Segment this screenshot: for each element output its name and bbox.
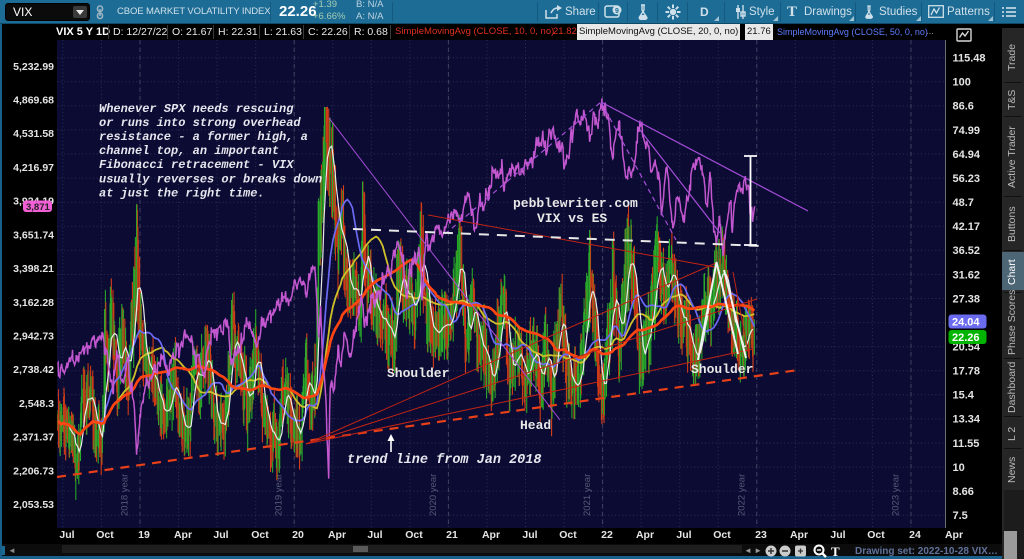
svg-text:2,942.73: 2,942.73 bbox=[13, 331, 54, 343]
svg-text:42.17: 42.17 bbox=[953, 221, 981, 233]
svg-text:2,548.3: 2,548.3 bbox=[19, 398, 54, 410]
svg-text:VIX vs ES: VIX vs ES bbox=[537, 211, 607, 226]
svg-text:2018 year: 2018 year bbox=[120, 474, 131, 516]
svg-text:74.99: 74.99 bbox=[953, 125, 981, 137]
svg-text:11.55: 11.55 bbox=[953, 438, 980, 450]
svg-text:64.94: 64.94 bbox=[953, 149, 981, 161]
svg-text:at just the right time.: at just the right time. bbox=[99, 187, 265, 201]
svg-text:24.04: 24.04 bbox=[952, 317, 980, 329]
svg-text:4,869.68: 4,869.68 bbox=[13, 95, 54, 107]
svg-text:8.66: 8.66 bbox=[953, 486, 974, 498]
svg-text:9: 9 bbox=[615, 8, 619, 15]
svg-text:3,398.21: 3,398.21 bbox=[13, 263, 54, 275]
svg-text:Head: Head bbox=[520, 418, 551, 433]
svg-text:resistance - a former high, a: resistance - a former high, a bbox=[99, 130, 308, 144]
svg-text:2,371.37: 2,371.37 bbox=[13, 432, 54, 444]
svg-text:2023 year: 2023 year bbox=[891, 474, 902, 516]
svg-text:Shoulder: Shoulder bbox=[387, 366, 449, 381]
svg-text:usually reverses or breaks dow: usually reverses or breaks down bbox=[99, 173, 322, 187]
svg-text:4,216.97: 4,216.97 bbox=[13, 162, 54, 174]
svg-text:channel top, an important: channel top, an important bbox=[99, 144, 279, 158]
svg-text:17.78: 17.78 bbox=[953, 366, 981, 378]
svg-text:15.4: 15.4 bbox=[953, 390, 975, 402]
svg-text:2019 year: 2019 year bbox=[274, 474, 285, 516]
svg-text:5,232.99: 5,232.99 bbox=[13, 61, 54, 73]
svg-text:3,651.74: 3,651.74 bbox=[13, 229, 54, 241]
svg-text:31.62: 31.62 bbox=[953, 269, 981, 281]
svg-text:48.7: 48.7 bbox=[953, 197, 974, 209]
svg-text:3,162.28: 3,162.28 bbox=[13, 297, 54, 309]
svg-text:2,053.53: 2,053.53 bbox=[13, 499, 54, 511]
svg-text:13.34: 13.34 bbox=[953, 414, 981, 426]
svg-text:trend line from Jan 2018: trend line from Jan 2018 bbox=[347, 453, 541, 468]
svg-text:56.23: 56.23 bbox=[953, 173, 981, 185]
svg-text:Fibonacci retracement - VIX: Fibonacci retracement - VIX bbox=[99, 158, 294, 172]
svg-text:115.48: 115.48 bbox=[953, 53, 986, 65]
svg-text:36.52: 36.52 bbox=[953, 245, 981, 257]
svg-text:2,738.42: 2,738.42 bbox=[13, 364, 54, 376]
svg-text:86.6: 86.6 bbox=[953, 101, 974, 113]
svg-text:20.54: 20.54 bbox=[953, 342, 981, 354]
svg-text:2022 year: 2022 year bbox=[736, 474, 747, 516]
svg-text:7.5: 7.5 bbox=[953, 510, 968, 522]
svg-text:2020 year: 2020 year bbox=[428, 474, 439, 516]
svg-text:2,206.73: 2,206.73 bbox=[13, 465, 54, 477]
svg-text:3,871: 3,871 bbox=[26, 202, 50, 213]
svg-text:100: 100 bbox=[953, 77, 971, 89]
svg-text:pebblewriter.com: pebblewriter.com bbox=[513, 196, 638, 211]
svg-text:27.38: 27.38 bbox=[953, 293, 981, 305]
svg-text:Shoulder: Shoulder bbox=[691, 362, 753, 377]
svg-text:4,531.58: 4,531.58 bbox=[13, 128, 54, 140]
svg-text:or runs into strong overhead: or runs into strong overhead bbox=[99, 116, 301, 130]
svg-text:2021 year: 2021 year bbox=[582, 474, 593, 516]
svg-text:Whenever SPX needs rescuing: Whenever SPX needs rescuing bbox=[99, 102, 294, 116]
svg-text:22.26: 22.26 bbox=[952, 332, 980, 344]
svg-text:10: 10 bbox=[953, 462, 965, 474]
